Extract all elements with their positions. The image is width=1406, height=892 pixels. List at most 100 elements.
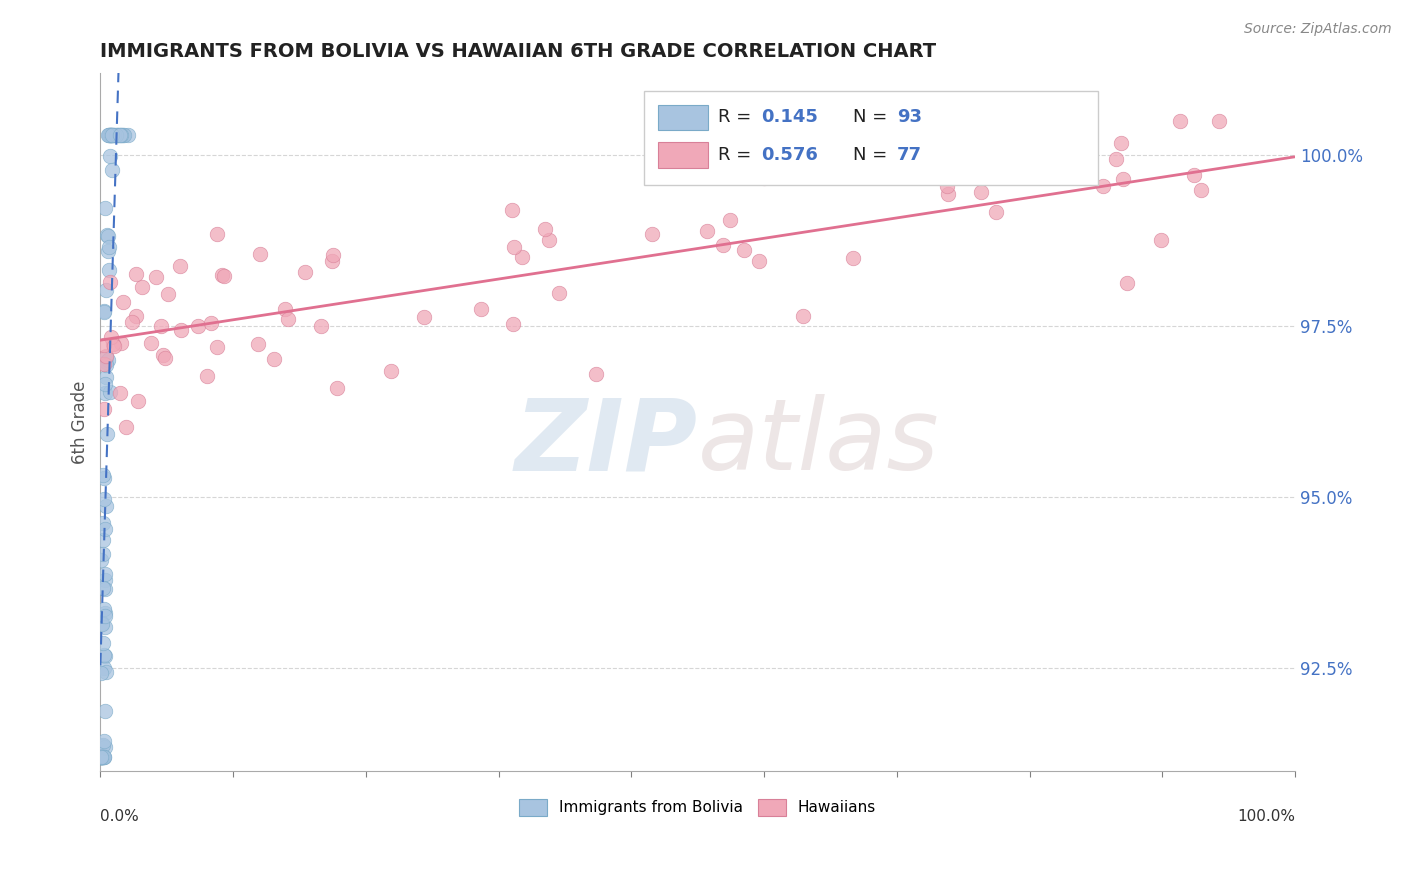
Point (91, 533, 114, 547)
Point (93, 304, 115, 318)
Point (100, 128, 122, 142)
Point (212, 269, 235, 284)
Point (90, 750, 112, 764)
Point (187, 318, 209, 333)
Point (139, 336, 162, 351)
Point (93, 357, 115, 371)
Point (94, 349, 117, 363)
Point (110, 128, 132, 142)
Point (986, 205, 1008, 219)
Point (98, 276, 121, 290)
Text: 77: 77 (897, 146, 922, 164)
Point (169, 259, 191, 273)
Point (93, 547, 115, 561)
Point (1208, 114, 1230, 128)
Point (145, 269, 167, 284)
Point (100, 128, 122, 142)
Point (94, 567, 117, 582)
Point (696, 223, 718, 237)
Point (534, 222, 557, 236)
Point (792, 309, 814, 323)
Point (93, 648, 115, 662)
Point (97, 352, 120, 367)
Point (501, 202, 523, 217)
Point (93, 649, 115, 664)
Point (718, 213, 741, 227)
Text: 0.0%: 0.0% (100, 809, 139, 824)
Text: 100.0%: 100.0% (1237, 809, 1295, 824)
Point (91, 750, 114, 764)
Point (97, 244, 120, 258)
Point (90, 617, 112, 632)
Point (1091, 178, 1114, 193)
Point (90, 750, 112, 764)
Point (711, 238, 734, 252)
Point (96, 350, 118, 364)
Point (91, 582, 114, 596)
Point (91, 750, 114, 764)
Point (94, 609, 117, 624)
Point (103, 128, 125, 142)
Point (247, 337, 270, 351)
Point (309, 319, 332, 334)
Point (1105, 153, 1128, 167)
Point (93, 402, 115, 417)
Point (107, 128, 129, 142)
Point (412, 310, 434, 325)
Point (969, 185, 991, 199)
Point (93, 337, 115, 351)
Point (101, 128, 124, 142)
Point (90, 665, 112, 680)
Text: R =: R = (718, 108, 756, 127)
Text: N =: N = (853, 146, 893, 164)
Point (94, 582, 117, 596)
Point (98, 385, 121, 400)
Point (91, 739, 114, 753)
Text: atlas: atlas (697, 394, 939, 491)
Point (1150, 233, 1173, 247)
Point (94, 573, 117, 587)
Point (537, 233, 560, 247)
Y-axis label: 6th Grade: 6th Grade (72, 380, 89, 464)
Point (98, 149, 121, 163)
Point (115, 420, 138, 434)
Point (101, 337, 124, 351)
Bar (658, 104, 709, 130)
Point (103, 128, 125, 142)
Point (98, 263, 121, 277)
Point (585, 367, 607, 381)
Point (100, 128, 122, 142)
Point (1111, 136, 1133, 151)
Point (547, 286, 569, 301)
Point (90, 750, 112, 764)
Point (94, 665, 117, 679)
Point (94, 201, 117, 215)
Point (90, 750, 112, 764)
Point (91, 750, 114, 764)
Point (93, 739, 115, 753)
Point (153, 351, 176, 366)
Point (103, 339, 125, 353)
Point (97, 128, 120, 142)
Point (1112, 172, 1135, 186)
Point (959, 169, 981, 183)
Text: 93: 93 (897, 108, 922, 127)
Point (470, 302, 492, 317)
Point (97, 128, 120, 142)
Point (94, 620, 117, 634)
Point (90, 750, 112, 764)
Point (1189, 183, 1212, 197)
Point (94, 704, 117, 718)
Point (156, 287, 179, 301)
Point (326, 381, 349, 395)
Point (211, 268, 233, 282)
Legend: Immigrants from Bolivia, Hawaiians: Immigrants from Bolivia, Hawaiians (513, 792, 883, 822)
Point (93, 750, 115, 764)
Point (380, 364, 402, 378)
Point (152, 348, 174, 362)
Point (94, 355, 117, 369)
Point (100, 128, 122, 142)
Point (131, 280, 153, 294)
Point (101, 162, 124, 177)
Point (108, 128, 131, 142)
